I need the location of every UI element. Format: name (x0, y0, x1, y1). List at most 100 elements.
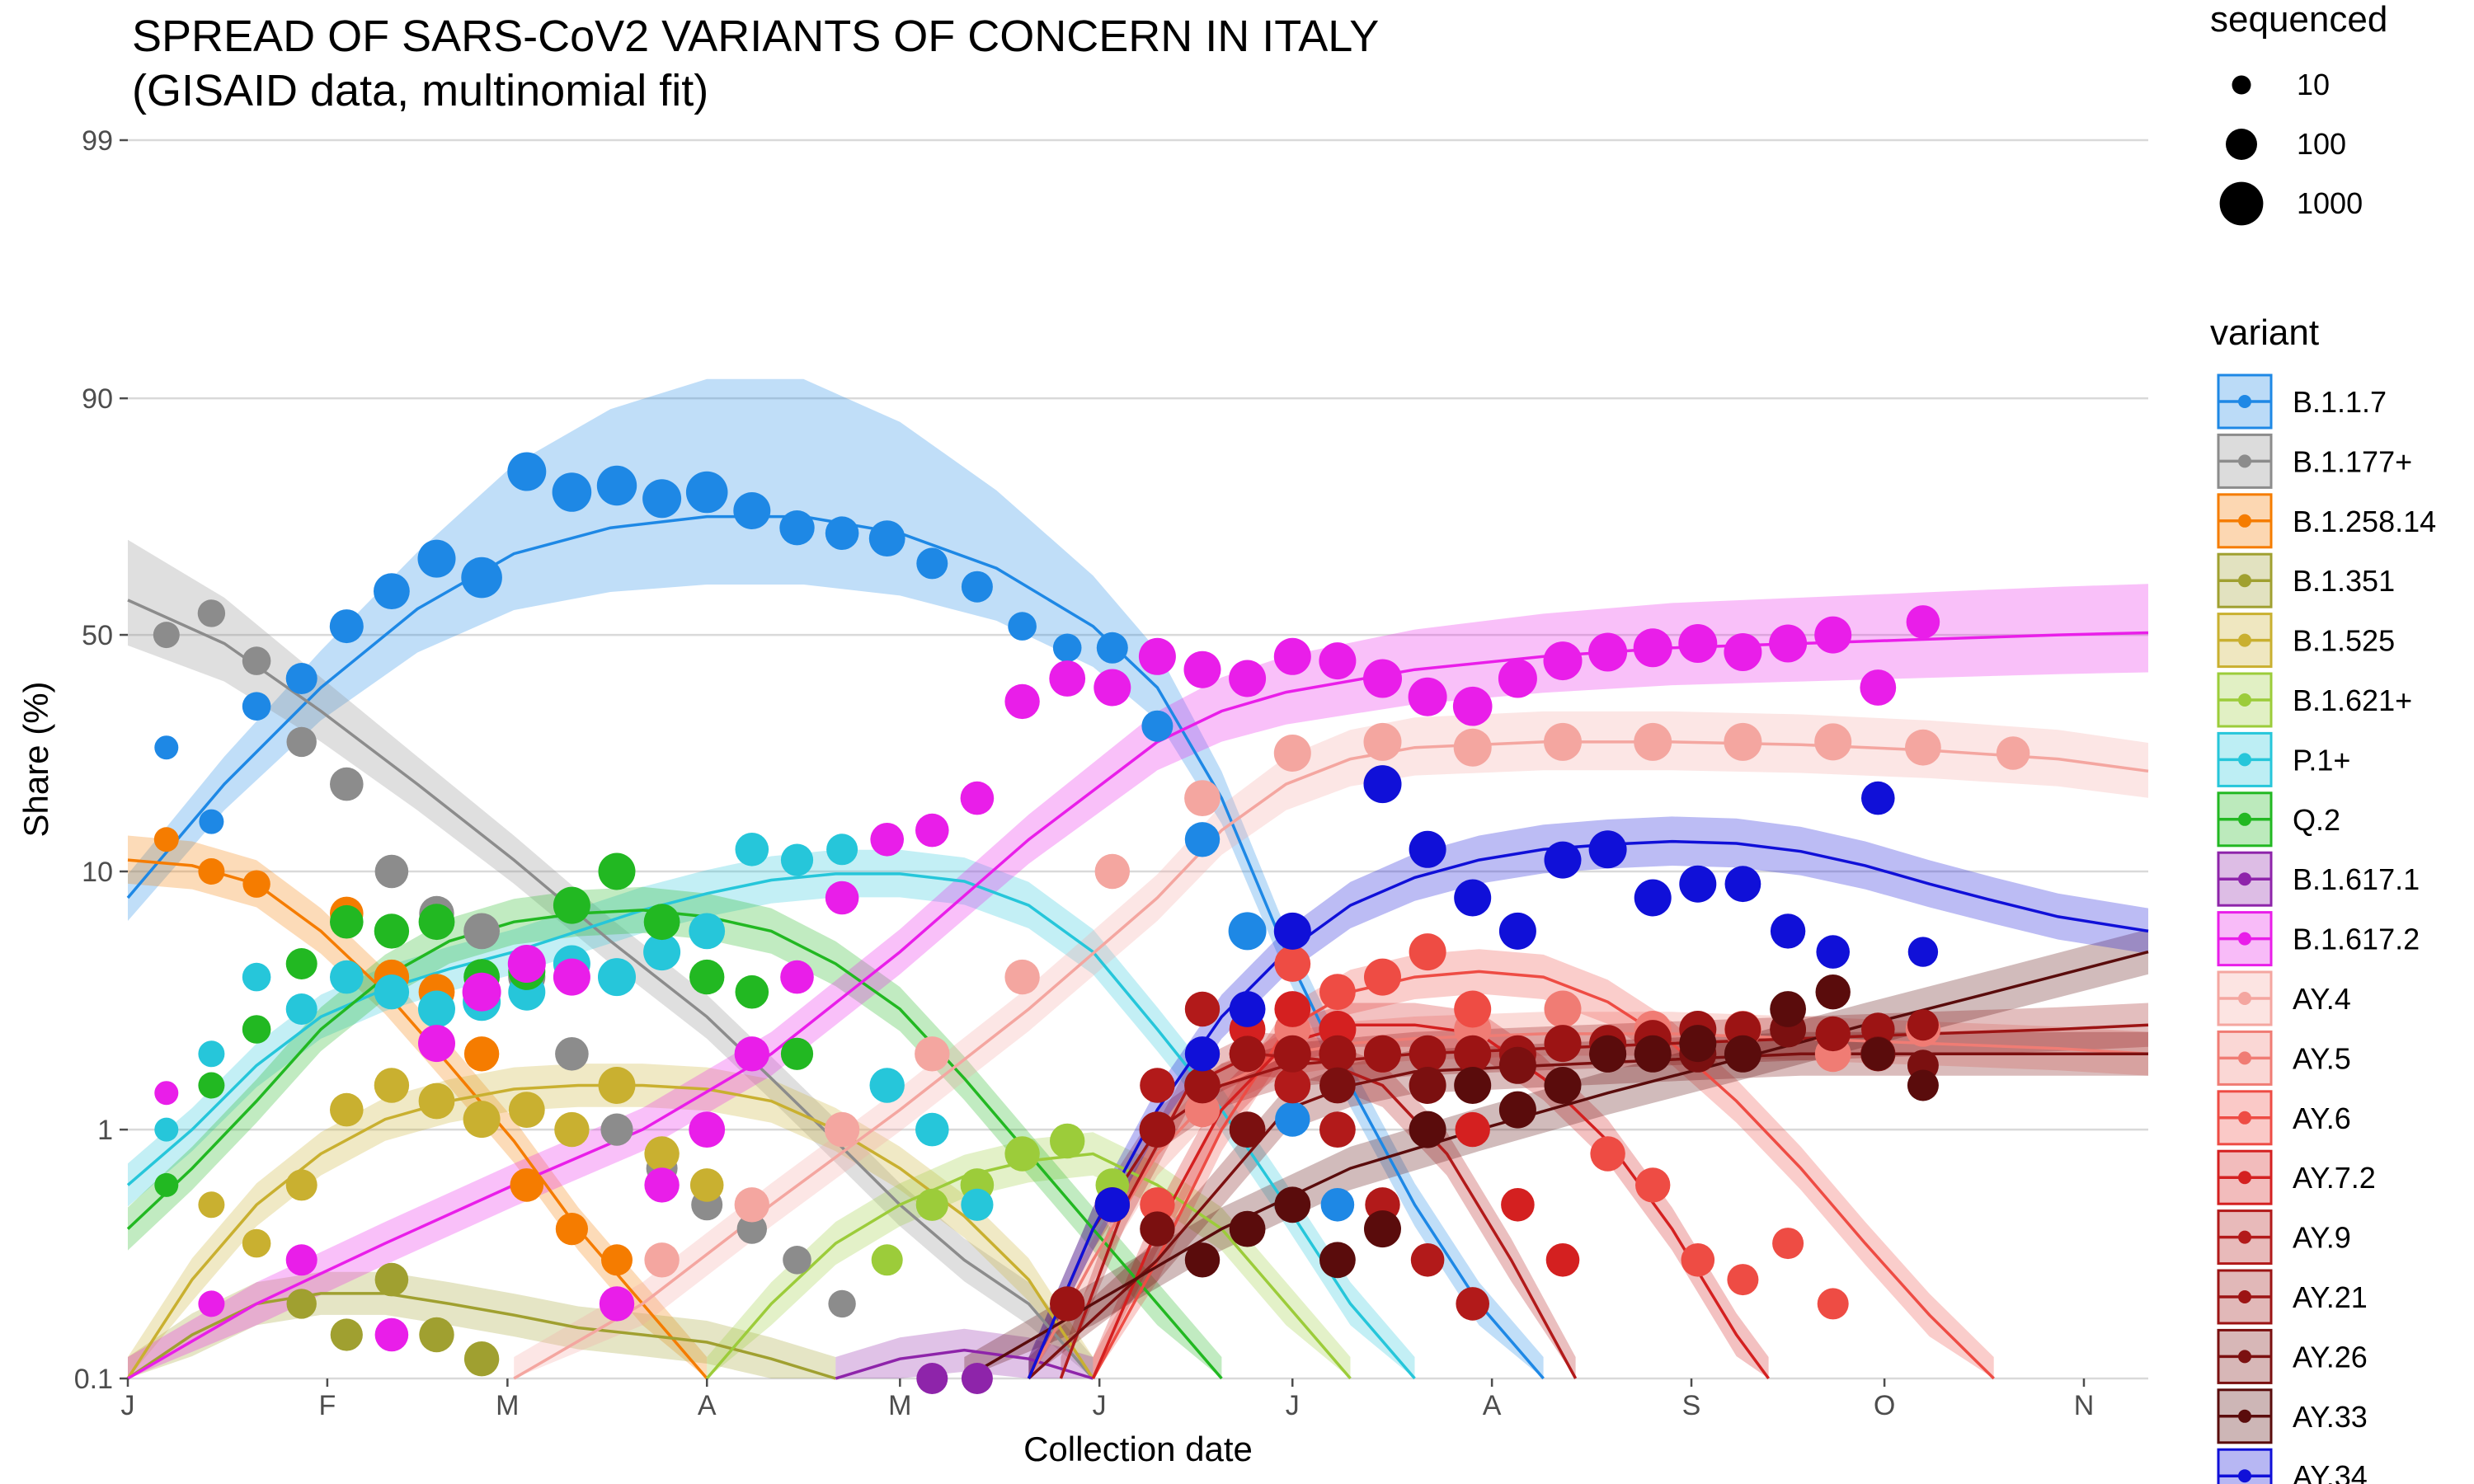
point-ay-33 (1770, 991, 1807, 1027)
point-b-1-525 (198, 1191, 225, 1219)
point-b-1-525 (374, 1068, 410, 1103)
legend-label: B.1.621+ (2293, 683, 2412, 717)
point-ay-34 (1184, 1036, 1221, 1072)
point-ay-6 (1140, 1187, 1175, 1223)
legend-key-point (2238, 1171, 2251, 1185)
point-ay-7-2 (1455, 1111, 1490, 1148)
legend-label: B.1.258.14 (2293, 505, 2436, 538)
point-b-1-1-7 (868, 520, 905, 556)
point-ay-33 (1544, 1067, 1582, 1104)
point-b-1-617-2 (1229, 660, 1267, 697)
legend-label: B.1.617.1 (2293, 862, 2420, 896)
point-p-1 (198, 1040, 225, 1068)
ribbon-ay-7-2 (1093, 1003, 1769, 1378)
point-b-1-617-2 (285, 1244, 317, 1276)
size-legend-label: 10 (2297, 68, 2330, 101)
point-b-1-621 (915, 1188, 948, 1221)
legend-key-point (2238, 633, 2251, 647)
point-b-1-258-14 (463, 1036, 500, 1072)
legend-item-b-1-525: B.1.525 (2217, 613, 2395, 669)
point-ay-34 (1544, 841, 1582, 879)
point-p-1 (735, 833, 769, 866)
curve-ay-9 (1059, 1052, 1578, 1379)
point-ay-34 (1409, 830, 1446, 868)
point-b-1-1-7 (552, 472, 592, 512)
size-legend: sequenced 10 100 1000 (2210, 0, 2387, 226)
legend-key-point (2238, 1230, 2251, 1244)
point-ay-34 (1634, 879, 1672, 917)
point-ay-26 (1140, 1211, 1175, 1247)
point-b-1-1-7 (1008, 612, 1037, 641)
point-b-1-617-2 (1588, 632, 1628, 672)
curve-ay-4 (513, 740, 2149, 1380)
point-ay-6 (1817, 1288, 1849, 1320)
size-legend-title: sequenced (2210, 0, 2387, 40)
point-b-1-1-7 (642, 479, 682, 519)
ribbon-b-1-617-2 (128, 584, 2148, 1378)
y-axis-title: Share (%) (16, 681, 55, 837)
point-b-1-1-7 (825, 516, 859, 550)
point-b-1-617-2 (1814, 616, 1852, 654)
point-ay-4 (1273, 735, 1311, 772)
point-ay-21 (1454, 1035, 1492, 1073)
legend-label: AY.21 (2293, 1280, 2368, 1314)
size-legend-label: 1000 (2297, 186, 2363, 220)
point-ay-9 (1274, 1067, 1311, 1104)
point-b-1-1-7 (285, 663, 317, 694)
point-p-1 (826, 834, 858, 866)
legend-label: B.1.1.7 (2293, 385, 2387, 419)
ribbon-b-1-258-14 (128, 835, 708, 1378)
point-b-1-1-7 (507, 452, 547, 491)
point-b-1-1-7 (1141, 710, 1174, 742)
point-b-1-617-2 (1319, 642, 1357, 680)
point-ay-7-2 (1545, 1243, 1580, 1277)
curve-b-1-177 (127, 599, 1094, 1380)
size-legend-key (2219, 181, 2264, 226)
legend-key-point (2238, 992, 2251, 1005)
chart-title: SPREAD OF SARS-CoV2 VARIANTS OF CONCERN … (132, 12, 1379, 61)
point-ay-4 (1634, 722, 1672, 761)
point-b-1-617-2 (1004, 683, 1040, 720)
point-b-1-351 (374, 1262, 409, 1297)
size-legend-key (2232, 75, 2251, 95)
point-ay-21 (1184, 1067, 1221, 1104)
point-b-1-1-7 (1228, 912, 1267, 951)
legend-item-ay-9: AY.9 (2217, 1209, 2351, 1266)
point-b-1-1-7 (199, 809, 224, 834)
point-ay-6 (1364, 958, 1401, 996)
point-b-1-1-7 (1096, 632, 1128, 664)
legend-item-b-1-351: B.1.351 (2217, 552, 2395, 608)
point-ay-21 (1050, 1286, 1085, 1322)
point-ay-33 (1319, 1242, 1356, 1279)
legend-key-point (2238, 1350, 2251, 1364)
point-b-1-525 (689, 1168, 724, 1202)
legend-key-point (2238, 812, 2251, 826)
legend-item-b-1-1-7: B.1.1.7 (2217, 373, 2387, 430)
point-ay-34 (1588, 830, 1627, 869)
legend-item-b-1-177: B.1.177+ (2217, 433, 2412, 489)
point-b-1-617-2 (1633, 628, 1672, 668)
legend-item-b-1-617-2: B.1.617.2 (2217, 911, 2420, 967)
point-ay-34 (1679, 865, 1717, 903)
point-b-1-525 (418, 1082, 455, 1120)
point-p-1 (869, 1068, 905, 1103)
point-b-1-258-14 (153, 827, 179, 852)
point-ay-4 (1544, 722, 1582, 761)
legend-key-point (2238, 1111, 2251, 1125)
point-ay-33 (1454, 1067, 1492, 1104)
chart-subtitle: (GISAID data, multinomial fit) (132, 66, 708, 115)
x-tick-label: J (121, 1390, 135, 1421)
legend-label: B.1.351 (2293, 564, 2395, 598)
point-b-1-525 (598, 1067, 636, 1104)
point-b-1-617-2 (1452, 686, 1493, 726)
legend-key-point (2238, 1290, 2251, 1303)
point-ay-4 (824, 1111, 860, 1148)
point-b-1-617-2 (553, 958, 590, 996)
legend-key-point (2238, 693, 2251, 707)
point-ay-34 (1498, 912, 1536, 950)
legend-label: B.1.617.2 (2293, 923, 2420, 956)
x-tick-label: O (1874, 1390, 1895, 1421)
y-tick-label: 0.1 (74, 1364, 113, 1395)
x-tick-label: A (698, 1390, 717, 1421)
point-b-1-617-2 (1906, 605, 1940, 639)
